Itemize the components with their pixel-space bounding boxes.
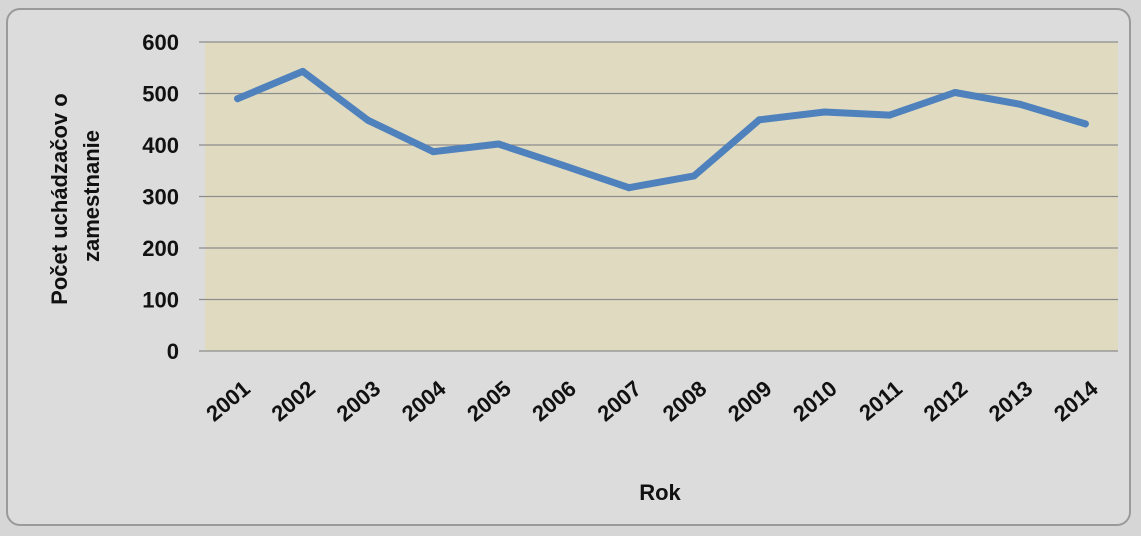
data-point	[299, 67, 307, 75]
x-tick-label: 2014	[1049, 375, 1103, 426]
x-axis-title: Rok	[639, 480, 681, 505]
y-axis-title-line-1: Počet uchádzačov o	[47, 93, 72, 305]
x-tick-labels: 2001 2002 2003 2004 2005 2006 2007 2008 2009 2010…	[201, 375, 1103, 426]
data-point	[364, 116, 372, 124]
x-tick-label: 2001	[201, 376, 255, 427]
x-tick-label: 2006	[527, 376, 581, 427]
data-point	[821, 108, 829, 116]
y-tick-labels: 0 100 200 300 400 500 600	[142, 30, 179, 364]
y-tick-label: 500	[142, 82, 179, 107]
x-tick-label: 2013	[984, 376, 1038, 427]
y-tick-label: 100	[142, 288, 179, 313]
series-line	[234, 67, 1089, 192]
x-tick-label: 2007	[593, 376, 647, 427]
data-point	[951, 88, 959, 96]
x-tick-label: 2011	[854, 376, 907, 426]
x-tick-label: 2009	[723, 376, 777, 427]
x-tick-label: 2008	[658, 376, 712, 427]
data-point	[625, 184, 633, 192]
data-point	[1016, 100, 1024, 108]
y-tick-label: 400	[142, 133, 179, 158]
data-point	[1081, 120, 1089, 128]
y-tick-label: 200	[142, 236, 179, 261]
data-point	[886, 111, 894, 119]
x-tick-label: 2010	[788, 376, 842, 427]
x-tick-label: 2005	[462, 376, 516, 427]
y-tick-label: 300	[142, 185, 179, 210]
x-tick-label: 2004	[397, 375, 451, 426]
y-tick-label: 600	[142, 30, 179, 55]
data-points	[234, 67, 1089, 192]
y-tick-label: 0	[167, 339, 179, 364]
x-tick-label: 2003	[332, 376, 386, 427]
x-tick-label: 2002	[266, 376, 320, 427]
data-point	[755, 116, 763, 124]
x-tick-label: 2012	[919, 376, 973, 427]
data-point	[494, 140, 502, 148]
y-axis-title: Počet uchádzačov o zamestnanie	[47, 87, 104, 305]
data-point	[429, 148, 437, 156]
data-point	[560, 162, 568, 170]
data-point	[690, 172, 698, 180]
data-point	[234, 95, 242, 103]
y-axis-title-line-2: zamestnanie	[79, 130, 104, 262]
